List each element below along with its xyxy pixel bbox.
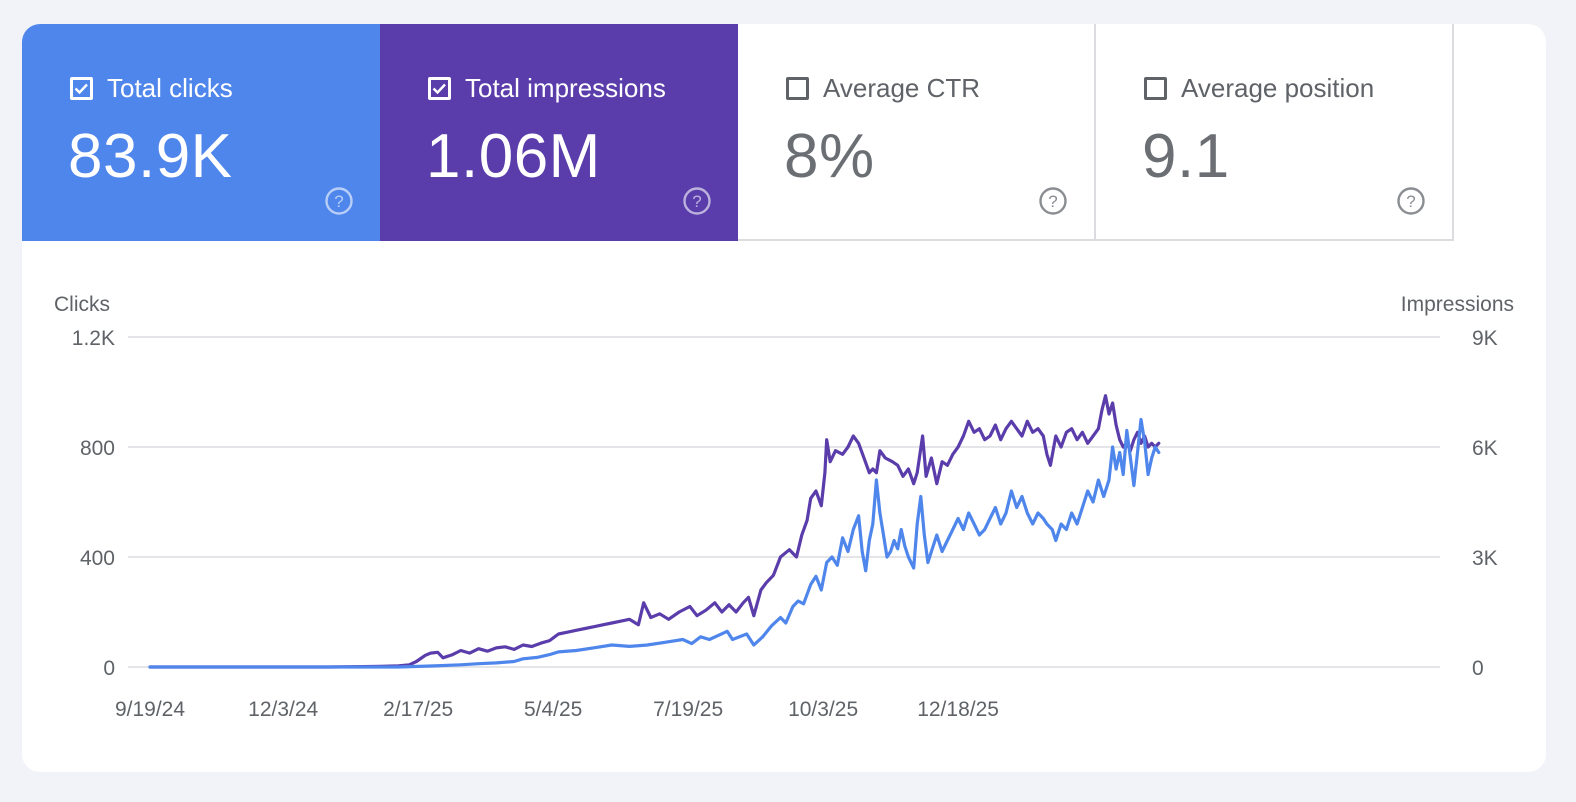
help-icon[interactable]: ?: [1396, 186, 1426, 216]
checkbox-unchecked-icon[interactable]: [786, 76, 809, 100]
x-tick-label: 10/3/25: [788, 698, 858, 721]
metric-label-row: Total impressions: [428, 74, 666, 102]
y-left-tick-label: 400: [80, 547, 115, 570]
metric-tile-average-position[interactable]: Average position 9.1 ?: [1096, 24, 1454, 241]
svg-text:?: ?: [1048, 192, 1057, 211]
y-right-tick-label: 0: [1472, 657, 1484, 680]
metric-label: Average position: [1181, 73, 1375, 103]
series-line-total-impressions: [148, 394, 1161, 669]
x-tick-label: 12/18/25: [917, 698, 999, 721]
x-tick-label: 9/19/24: [115, 698, 185, 721]
metric-label-row: Total clicks: [70, 74, 233, 102]
metric-tile-average-ctr[interactable]: Average CTR 8% ?: [738, 24, 1096, 241]
y-left-axis-title: Clicks: [54, 293, 110, 316]
metric-label-row: Average CTR: [786, 74, 980, 102]
performance-chart: 0 400 800 1.2K 0 3K 6K 9K Clicks Impressions 9/19/…: [54, 293, 1514, 721]
metric-tile-total-clicks[interactable]: Total clicks 83.9K ?: [22, 24, 380, 241]
help-icon[interactable]: ?: [682, 186, 712, 216]
svg-text:?: ?: [692, 192, 701, 211]
y-right-axis-title: Impressions: [1401, 293, 1514, 316]
checkbox-checked-icon[interactable]: [70, 76, 93, 100]
x-tick-label: 7/19/25: [653, 698, 723, 721]
metric-value: 83.9K: [68, 122, 233, 191]
performance-card: 0 400 800 1.2K 0 3K 6K 9K Clicks Impressions 9/19/…: [22, 24, 1546, 772]
y-right-tick-label: 6K: [1472, 437, 1498, 460]
metric-value: 1.06M: [426, 122, 601, 191]
series-line-total-clicks: [148, 417, 1161, 669]
y-left-tick-label: 800: [80, 437, 115, 460]
metric-label: Average CTR: [823, 73, 981, 103]
y-right-tick-label: 9K: [1472, 327, 1498, 350]
x-tick-label: 5/4/25: [524, 698, 582, 721]
x-tick-label: 2/17/25: [383, 698, 453, 721]
metric-label: Total clicks: [107, 73, 233, 103]
checkbox-unchecked-icon[interactable]: [1144, 76, 1167, 100]
y-right-tick-label: 3K: [1472, 547, 1498, 570]
y-left-tick-label: 0: [103, 657, 115, 680]
checkbox-checked-icon[interactable]: [428, 76, 451, 100]
metric-label-row: Average position: [1144, 74, 1374, 102]
help-icon[interactable]: ?: [1038, 186, 1068, 216]
help-icon[interactable]: ?: [324, 186, 354, 216]
x-tick-label: 12/3/24: [248, 698, 318, 721]
svg-text:?: ?: [334, 192, 343, 211]
metric-label: Total impressions: [465, 73, 666, 103]
svg-text:?: ?: [1406, 192, 1415, 211]
y-left-tick-label: 1.2K: [72, 327, 115, 350]
metric-tile-total-impressions[interactable]: Total impressions 1.06M ?: [380, 24, 738, 241]
metric-value: 9.1: [1142, 122, 1230, 191]
metric-value: 8%: [784, 122, 875, 191]
